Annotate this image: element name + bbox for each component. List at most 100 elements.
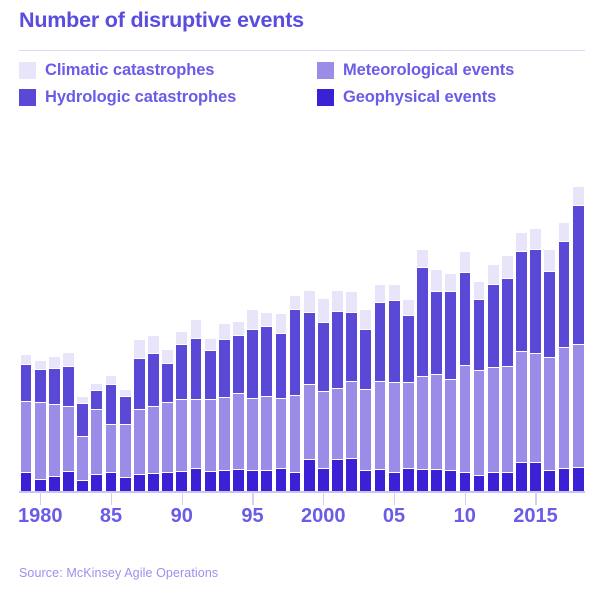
- bar-2004[interactable]: [373, 120, 387, 491]
- bar-segment-geophysical-1996: [260, 470, 274, 491]
- bar-segment-hydrologic-2009: [444, 291, 458, 380]
- bar-segment-hydrologic-2001: [331, 311, 344, 388]
- bar-segment-hydrologic-1998: [288, 309, 302, 396]
- bar-segment-meteorological-1991: [189, 398, 203, 469]
- bar-2002[interactable]: [345, 120, 359, 491]
- bar-2014[interactable]: [515, 120, 528, 491]
- bar-segment-geophysical-1988: [147, 473, 160, 491]
- bar-2018[interactable]: [571, 120, 585, 491]
- bar-segment-climatic-1982: [62, 352, 75, 367]
- bar-1988[interactable]: [147, 120, 160, 491]
- bar-segment-geophysical-2008: [430, 469, 443, 491]
- bar-segment-climatic-2001: [331, 290, 344, 312]
- bar-segment-climatic-2014: [515, 232, 528, 251]
- bar-segment-meteorological-2003: [359, 388, 373, 471]
- bar-2006[interactable]: [401, 120, 415, 491]
- bar-2010[interactable]: [458, 120, 472, 491]
- bar-segment-climatic-1986: [118, 388, 132, 396]
- bar-segment-hydrologic-1984: [90, 390, 104, 409]
- bar-1995[interactable]: [246, 120, 259, 491]
- bar-1981[interactable]: [48, 120, 61, 491]
- bar-segment-meteorological-2005: [387, 381, 401, 472]
- bar-1999[interactable]: [302, 120, 316, 491]
- bar-segment-climatic-2008: [430, 269, 443, 291]
- bar-segment-geophysical-1981: [48, 475, 61, 491]
- legend-item-hydrologic[interactable]: Hydrologic catastrophes: [19, 88, 299, 107]
- legend-swatch-hydrologic-icon: [19, 89, 36, 106]
- bar-segment-hydrologic-1995: [246, 328, 259, 399]
- bar-segment-geophysical-1995: [246, 470, 259, 491]
- bar-2013[interactable]: [501, 120, 514, 491]
- bar-segment-meteorological-1990: [175, 399, 189, 472]
- bar-segment-climatic-2012: [486, 264, 500, 284]
- x-axis-line: [19, 491, 585, 493]
- bar-segment-hydrologic-1982: [62, 366, 75, 406]
- bar-segment-geophysical-1985: [104, 472, 118, 491]
- bar-segment-geophysical-2010: [458, 471, 472, 491]
- bar-2016[interactable]: [543, 120, 557, 491]
- bar-segment-meteorological-2008: [430, 374, 443, 470]
- bar-2005[interactable]: [387, 120, 401, 491]
- bar-2000[interactable]: [316, 120, 330, 491]
- bar-segment-climatic-2003: [359, 309, 373, 329]
- legend-row-2: Hydrologic catastrophes Geophysical even…: [19, 84, 585, 111]
- bar-segment-geophysical-2007: [416, 468, 429, 491]
- bar-segment-climatic-1995: [246, 309, 259, 329]
- bar-segment-climatic-1979: [19, 354, 33, 365]
- bar-segment-hydrologic-2013: [501, 277, 514, 366]
- bar-2001[interactable]: [331, 120, 344, 491]
- bar-2007[interactable]: [416, 120, 429, 491]
- bar-segment-geophysical-2016: [543, 470, 557, 491]
- bar-segment-meteorological-1997: [274, 398, 288, 468]
- x-tick-2000: [323, 492, 325, 505]
- bar-2011[interactable]: [472, 120, 486, 491]
- bar-1998[interactable]: [288, 120, 302, 491]
- legend-item-climatic[interactable]: Climatic catastrophes: [19, 61, 299, 80]
- bar-1986[interactable]: [118, 120, 132, 491]
- legend-item-meteorological[interactable]: Meteorological events: [317, 61, 514, 80]
- x-label-1985: 85: [99, 505, 123, 527]
- bar-1984[interactable]: [90, 120, 104, 491]
- bar-2015[interactable]: [529, 120, 543, 491]
- bar-1985[interactable]: [104, 120, 118, 491]
- bar-1997[interactable]: [274, 120, 288, 491]
- bar-segment-geophysical-1992: [203, 470, 217, 491]
- bar-1990[interactable]: [175, 120, 189, 491]
- chart-legend: Climatic catastrophes Meteorological eve…: [19, 57, 585, 111]
- bar-segment-climatic-1991: [189, 318, 203, 339]
- bar-segment-meteorological-1983: [76, 435, 90, 480]
- bar-1979[interactable]: [19, 120, 33, 491]
- x-label-1990: 90: [170, 505, 193, 527]
- bar-segment-geophysical-2011: [472, 474, 486, 491]
- bar-segment-meteorological-1996: [260, 395, 274, 471]
- bar-segment-geophysical-1989: [161, 471, 175, 491]
- bar-1989[interactable]: [161, 120, 175, 491]
- bar-1992[interactable]: [203, 120, 217, 491]
- bar-segment-climatic-1988: [147, 335, 160, 353]
- bar-1980[interactable]: [33, 120, 47, 491]
- bar-1994[interactable]: [232, 120, 245, 491]
- x-tick-1980: [40, 492, 42, 505]
- bar-1983[interactable]: [76, 120, 90, 491]
- bar-segment-hydrologic-1991: [189, 338, 203, 399]
- bar-1991[interactable]: [189, 120, 203, 491]
- page-title: Number of disruptive events: [19, 8, 304, 32]
- bar-segment-hydrologic-2006: [401, 314, 415, 383]
- bar-2017[interactable]: [557, 120, 571, 491]
- bar-segment-climatic-1987: [132, 339, 146, 358]
- bar-1996[interactable]: [260, 120, 274, 491]
- bar-1982[interactable]: [62, 120, 75, 491]
- bar-segment-geophysical-1983: [76, 479, 90, 491]
- bar-segment-climatic-2000: [316, 297, 330, 322]
- bar-2008[interactable]: [430, 120, 443, 491]
- bar-segment-climatic-1993: [217, 323, 231, 339]
- bar-1987[interactable]: [132, 120, 146, 491]
- x-tick-2010: [464, 492, 466, 505]
- bar-segment-hydrologic-2016: [543, 270, 557, 357]
- bar-2012[interactable]: [486, 120, 500, 491]
- bar-1993[interactable]: [217, 120, 231, 491]
- bar-2003[interactable]: [359, 120, 373, 491]
- legend-item-geophysical[interactable]: Geophysical events: [317, 88, 496, 107]
- bar-2009[interactable]: [444, 120, 458, 491]
- bar-segment-meteorological-1987: [132, 408, 146, 474]
